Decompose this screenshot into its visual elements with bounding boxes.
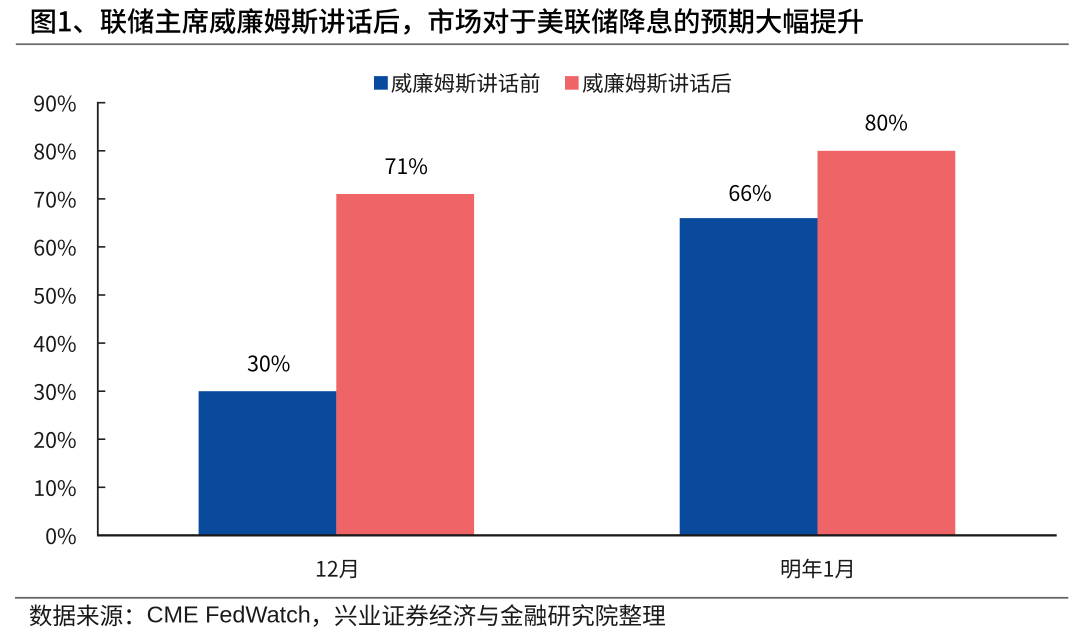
svg-text:CME FedWatch: CME FedWatch	[147, 602, 311, 628]
